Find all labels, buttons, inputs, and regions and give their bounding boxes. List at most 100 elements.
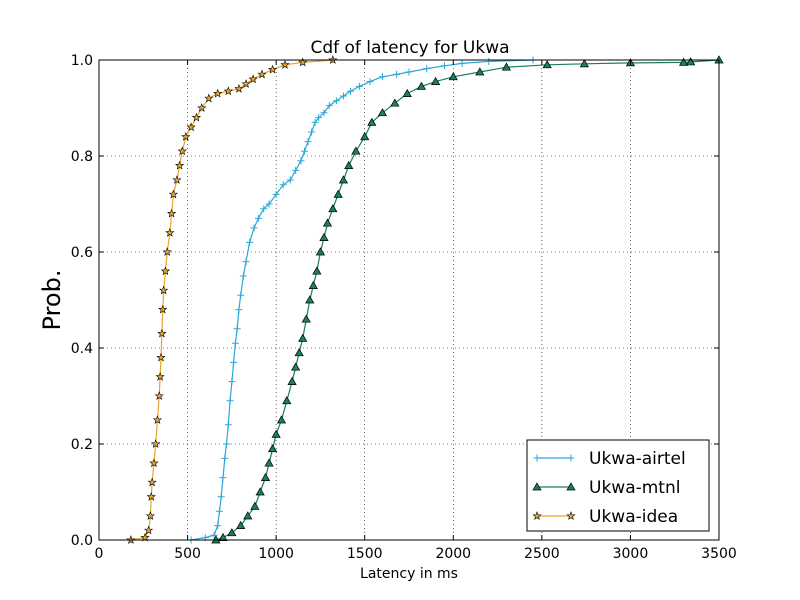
- data-point: [214, 522, 222, 530]
- legend: Ukwa-airtel Ukwa-mtnl Ukwa-idea: [526, 439, 710, 532]
- series-line-ukwa-airtel: [191, 59, 534, 541]
- data-point: [272, 190, 280, 198]
- y-tick-label: 0.6: [71, 245, 93, 261]
- data-point: [213, 88, 223, 98]
- data-point: [246, 238, 254, 246]
- data-point: [234, 83, 244, 93]
- data-point: [678, 57, 689, 66]
- data-point: [448, 72, 458, 81]
- y-axis-label: Prob.: [38, 270, 66, 331]
- x-tick-label: 1500: [347, 546, 383, 562]
- data-point: [165, 227, 175, 237]
- data-point: [228, 378, 236, 386]
- legend-marker: [532, 482, 542, 491]
- data-point: [338, 175, 349, 184]
- data-point: [168, 189, 178, 199]
- series-ukwa-mtnl: [211, 55, 724, 544]
- data-point: [236, 520, 246, 529]
- data-point: [231, 339, 239, 347]
- data-point: [221, 454, 229, 462]
- data-point: [149, 458, 159, 468]
- data-point: [311, 118, 319, 126]
- data-point: [151, 439, 161, 448]
- data-point: [233, 325, 241, 333]
- data-point: [423, 65, 431, 73]
- data-point: [458, 59, 466, 67]
- data-point: [175, 160, 185, 170]
- data-point: [260, 205, 268, 213]
- data-point: [172, 175, 182, 184]
- data-point: [579, 59, 589, 68]
- data-point: [140, 532, 150, 542]
- legend-marker: [566, 482, 576, 491]
- data-point: [227, 528, 237, 537]
- legend-item-ukwa-idea: Ukwa-idea: [532, 507, 678, 527]
- data-point: [366, 78, 374, 86]
- data-point: [204, 93, 214, 103]
- data-point: [360, 132, 370, 141]
- data-point: [156, 352, 166, 362]
- data-point: [241, 79, 251, 88]
- data-point: [224, 421, 232, 429]
- data-point: [333, 189, 343, 198]
- data-point: [298, 57, 308, 67]
- data-point: [177, 146, 187, 156]
- data-point: [485, 57, 493, 65]
- data-point: [158, 304, 168, 314]
- data-point: [475, 67, 485, 76]
- data-point: [223, 86, 233, 96]
- x-tick-label: 3500: [701, 546, 737, 562]
- data-point: [301, 314, 311, 323]
- x-tick-label: 2000: [435, 546, 471, 562]
- x-tick-label: 2500: [524, 546, 560, 562]
- data-point: [332, 97, 340, 105]
- data-point: [217, 493, 225, 501]
- x-tick-label: 3000: [613, 546, 649, 562]
- data-point: [226, 397, 234, 405]
- x-tick-label: 0: [95, 546, 104, 562]
- data-point: [305, 295, 315, 304]
- data-point: [298, 333, 308, 342]
- data-point: [280, 59, 290, 69]
- series-line-ukwa-idea: [130, 59, 333, 541]
- plot-frame: [98, 59, 720, 541]
- data-point: [315, 247, 326, 256]
- data-point: [223, 440, 231, 448]
- data-point: [351, 146, 361, 155]
- data-point: [393, 70, 401, 78]
- data-point: [430, 76, 441, 85]
- data-point: [405, 68, 413, 76]
- series-ukwa-airtel: [187, 56, 537, 544]
- data-point: [154, 391, 164, 400]
- data-point: [145, 511, 155, 520]
- legend-marker: [567, 454, 575, 462]
- data-point: [167, 208, 177, 218]
- data-point: [367, 117, 377, 126]
- data-point: [308, 128, 316, 136]
- y-tick-label: 1.0: [71, 53, 93, 69]
- data-point: [390, 98, 400, 107]
- data-point: [237, 291, 245, 299]
- data-point: [416, 81, 427, 90]
- data-point: [162, 247, 172, 256]
- data-point: [215, 507, 223, 515]
- x-axis-label: Latency in ms: [360, 566, 458, 582]
- legend-label: Ukwa-idea: [589, 507, 678, 527]
- data-point: [304, 138, 312, 146]
- legend-item-ukwa-airtel: Ukwa-airtel: [533, 449, 686, 469]
- data-point: [267, 444, 278, 453]
- y-tick-label: 0.0: [71, 533, 93, 549]
- data-point: [501, 62, 512, 71]
- data-point: [242, 258, 250, 266]
- legend-marker: [566, 511, 576, 520]
- data-point: [308, 280, 318, 289]
- data-point: [160, 266, 171, 276]
- data-point: [155, 371, 165, 381]
- data-point: [181, 131, 191, 141]
- data-point: [239, 272, 247, 280]
- data-point: [243, 511, 253, 520]
- chart-title: Cdf of latency for Ukwa: [310, 38, 509, 58]
- data-point: [144, 525, 154, 535]
- data-point: [339, 92, 347, 100]
